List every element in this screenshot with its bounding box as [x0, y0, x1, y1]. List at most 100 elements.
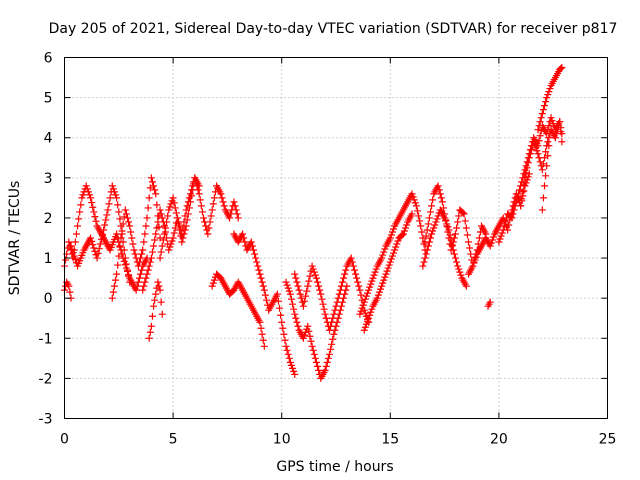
data-point	[365, 286, 373, 294]
data-point	[291, 370, 299, 378]
data-point	[234, 214, 242, 222]
data-point	[152, 290, 160, 298]
data-point-interp	[381, 245, 389, 253]
data-point-interp	[541, 102, 549, 110]
data-point	[365, 314, 373, 322]
data-point-interp	[433, 215, 441, 223]
data-point-interp	[387, 231, 395, 239]
y-tick-label: -2	[39, 371, 53, 387]
data-point-interp	[496, 235, 504, 243]
data-point	[360, 298, 368, 306]
data-point-interp	[66, 288, 74, 296]
data-point-interp	[85, 191, 93, 199]
data-point	[538, 206, 546, 214]
data-point	[121, 206, 129, 214]
data-point-interp	[127, 228, 135, 236]
data-point-interp	[489, 233, 497, 241]
data-point-interp	[103, 211, 111, 219]
data-point	[256, 270, 264, 278]
data-point-interp	[357, 307, 365, 315]
data-point	[299, 302, 307, 310]
data-point-interp	[415, 212, 423, 220]
data-point-interp	[527, 146, 535, 154]
data-point-interp	[402, 224, 410, 232]
data-point-interp	[348, 258, 356, 266]
data-point-interp	[102, 216, 110, 224]
data-point-interp	[97, 235, 105, 243]
data-point-interp	[146, 258, 154, 266]
data-point-interp	[370, 271, 378, 279]
data-point-interp	[354, 278, 362, 286]
data-point-interp	[283, 346, 291, 354]
data-point-interp	[148, 178, 156, 186]
data-point-interp	[123, 214, 131, 222]
data-point-interp	[205, 224, 213, 232]
data-point-interp	[371, 268, 379, 276]
data-point-interp	[394, 216, 402, 224]
data-point-interp	[341, 270, 349, 278]
data-point	[260, 342, 268, 350]
data-point-interp	[418, 228, 426, 236]
data-point-interp	[420, 258, 428, 266]
data-point-interp	[390, 249, 398, 257]
data-point-interp	[446, 231, 454, 239]
data-point-interp	[363, 289, 371, 297]
data-point-interp	[557, 65, 565, 73]
data-point-interp	[289, 300, 297, 308]
data-point-interp	[272, 292, 280, 300]
data-point-interp	[411, 199, 419, 207]
data-point-interp	[218, 194, 226, 202]
data-point-interp	[305, 277, 313, 285]
data-point-interp	[426, 234, 434, 242]
data-point-interp	[76, 208, 84, 216]
data-point-interp	[544, 91, 552, 99]
data-point-interp	[497, 232, 505, 240]
data-point-interp	[367, 308, 375, 316]
data-point-interp	[476, 244, 484, 252]
data-point-interp	[539, 106, 547, 114]
data-point-interp	[350, 266, 358, 274]
data-point-interp	[519, 188, 527, 196]
data-point	[325, 350, 333, 358]
data-point	[291, 270, 299, 278]
data-point-interp	[523, 158, 531, 166]
data-point-interp	[171, 224, 179, 232]
data-point-interp	[385, 236, 393, 244]
data-point-interp	[181, 226, 189, 234]
data-point	[156, 254, 164, 262]
x-tick-label: 25	[599, 432, 617, 448]
data-point	[67, 242, 75, 250]
data-point-interp	[88, 237, 96, 245]
data-point-interp	[159, 236, 167, 244]
data-point-interp	[545, 122, 553, 130]
data-point	[428, 230, 436, 238]
data-point-interp	[251, 308, 259, 316]
data-point-interp	[289, 364, 297, 372]
data-point-interp	[166, 203, 174, 211]
data-point-interp	[377, 285, 385, 293]
chart-title: Day 205 of 2021, Sidereal Day-to-day VTE…	[49, 21, 618, 37]
data-point	[147, 174, 155, 182]
data-point-interp	[509, 210, 517, 218]
data-point-interp	[328, 340, 336, 348]
data-point-interp	[137, 270, 145, 278]
data-point-interp	[368, 277, 376, 285]
data-point-interp	[353, 274, 361, 282]
data-point-interp	[119, 238, 127, 246]
data-point	[186, 198, 194, 206]
data-point-interp	[137, 254, 145, 262]
y-tick-label: -1	[39, 331, 53, 347]
data-point-interp	[363, 317, 371, 325]
data-point-interp	[453, 224, 461, 232]
data-point-interp	[368, 305, 376, 313]
data-point-interp	[435, 186, 443, 194]
data-point	[178, 238, 186, 246]
data-point-interp	[258, 330, 266, 338]
data-point-interp	[311, 271, 319, 279]
data-point-interp	[522, 169, 530, 177]
data-point	[117, 234, 125, 242]
data-point-interp	[380, 248, 388, 256]
data-point-interp	[407, 212, 415, 220]
data-point-interp	[520, 181, 528, 189]
data-point-interp	[301, 297, 309, 305]
